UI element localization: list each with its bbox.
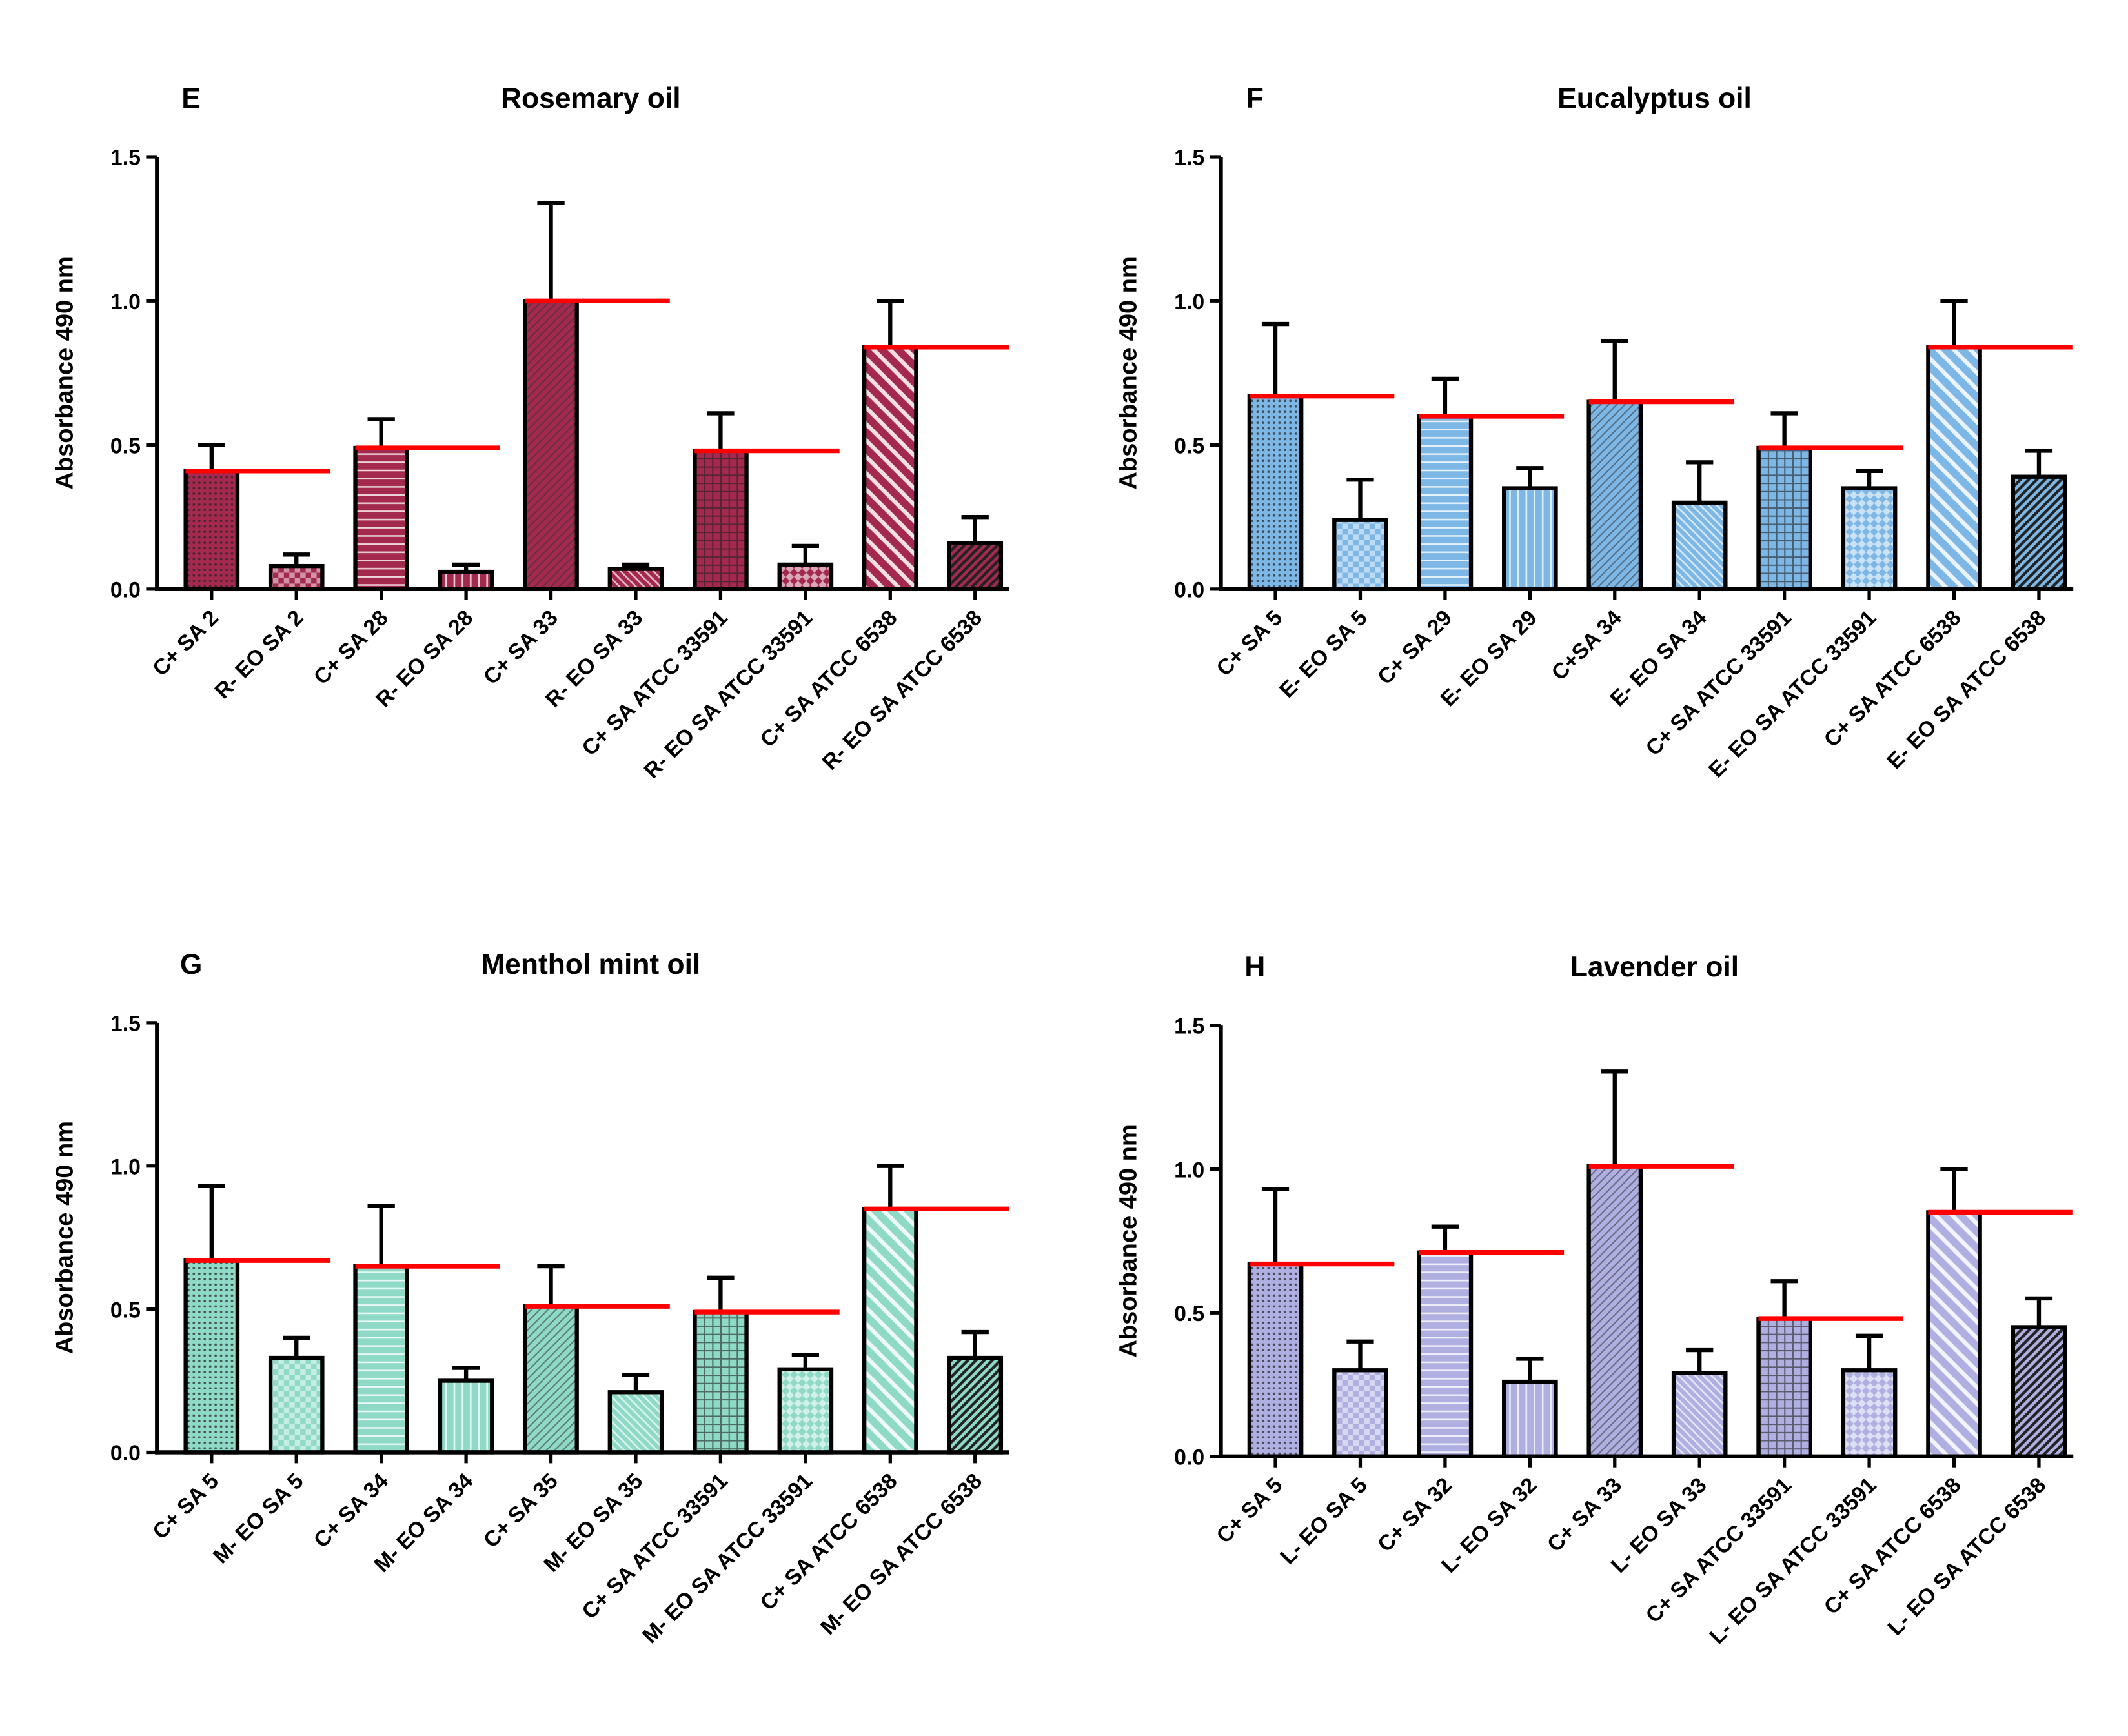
bar (1247, 394, 1304, 592)
bar (1417, 1250, 1474, 1458)
bar (862, 1207, 918, 1455)
bar (523, 299, 579, 592)
bar (1332, 1368, 1388, 1458)
x-tick-label: E- EO SA ATCC 33591 (1704, 605, 1881, 782)
y-tick-label: 1.5 (110, 1012, 141, 1036)
y-tick-label: 0.5 (110, 1298, 141, 1322)
y-tick-label: 1.0 (110, 1155, 141, 1179)
y-tick-label: 1.0 (1174, 290, 1204, 314)
bar (183, 1258, 240, 1455)
bar (1841, 486, 1898, 592)
bar (1926, 1210, 1982, 1458)
bar (1332, 518, 1388, 592)
bar (183, 469, 240, 592)
x-tick-label: C+ SA 34 (309, 1469, 393, 1553)
bar (1926, 345, 1982, 592)
x-tick-label: C+ SA ATCC 33591 (577, 605, 732, 760)
bar (1502, 1379, 1558, 1458)
panel-label: G (180, 949, 203, 980)
x-tick-label: C+ SA ATCC 33591 (1641, 1473, 1796, 1628)
x-tick-label: L- EO SA ATCC 33591 (1705, 1473, 1881, 1649)
bar (862, 345, 918, 592)
x-tick-label: C+ SA 5 (1211, 605, 1287, 681)
y-tick-label: 0.5 (110, 434, 141, 458)
chart-title: Eucalyptus oil (1557, 83, 1752, 114)
y-axis-label: Absorbance 490 nm (51, 256, 78, 489)
x-tick-label: C+ SA 2 (148, 605, 223, 681)
x-tick-label: M- EO SA ATCC 33591 (638, 1469, 817, 1648)
y-tick-label: 0.5 (1174, 434, 1204, 458)
bar (1502, 486, 1558, 592)
bar (353, 1264, 409, 1455)
bar (693, 449, 749, 592)
x-tick-label: C+ SA 5 (148, 1469, 223, 1544)
bar (1417, 414, 1474, 592)
bar (1841, 1368, 1898, 1458)
bar (1671, 1371, 1728, 1458)
x-tick-label: C+ SA 33 (479, 605, 563, 689)
y-tick-label: 1.0 (110, 290, 141, 314)
bar (607, 1390, 664, 1455)
bar (2011, 1325, 2067, 1458)
bar (693, 1309, 749, 1455)
bar (947, 541, 1004, 592)
y-tick-label: 0.0 (1174, 1445, 1204, 1469)
y-tick-label: 0.0 (110, 1441, 141, 1466)
bar (1756, 1316, 1812, 1458)
y-axis-label: Absorbance 490 nm (51, 1121, 78, 1354)
y-tick-label: 1.5 (1174, 1014, 1204, 1039)
bar (1247, 1262, 1304, 1458)
y-axis-label: Absorbance 490 nm (1115, 256, 1142, 489)
x-tick-label: C+ SA 32 (1373, 1473, 1457, 1557)
panel-label: E (181, 83, 201, 114)
bar (438, 569, 494, 592)
x-tick-label: C+ SA 35 (479, 1469, 563, 1553)
bar (1586, 399, 1643, 592)
x-tick-label: M- EO SA ATCC 6538 (816, 1469, 987, 1640)
chart-title: Lavender oil (1570, 951, 1739, 983)
x-tick-label: C+ SA ATCC 33591 (577, 1469, 732, 1624)
x-tick-label: C+ SA 28 (309, 605, 393, 689)
bar (1756, 445, 1812, 592)
x-tick-label: R- EO SA ATCC 6538 (818, 605, 987, 774)
bar (268, 1355, 325, 1455)
x-tick-label: C+ SA 5 (1211, 1473, 1287, 1548)
bar (607, 567, 664, 592)
y-tick-label: 0.5 (1174, 1302, 1204, 1326)
bar (1586, 1164, 1643, 1458)
x-tick-label: C+SA 34 (1546, 605, 1626, 685)
bar (777, 1367, 834, 1455)
y-axis-label: Absorbance 490 nm (1115, 1124, 1142, 1357)
y-tick-label: 1.5 (1174, 146, 1204, 170)
chart-title: Menthol mint oil (481, 949, 700, 980)
bar (2011, 474, 2067, 592)
x-tick-label: C+ SA ATCC 33591 (1641, 605, 1796, 760)
panel-label: F (1246, 83, 1264, 114)
x-tick-label: R- EO SA ATCC 33591 (640, 605, 818, 783)
x-tick-label: C+ SA 33 (1543, 1473, 1626, 1557)
bar (438, 1378, 494, 1455)
x-tick-label: M- EO SA 5 (208, 1469, 309, 1569)
y-tick-label: 1.0 (1174, 1158, 1204, 1182)
y-tick-label: 1.5 (110, 146, 141, 170)
y-tick-label: 0.0 (1174, 578, 1204, 603)
x-tick-label: E- EO SA 5 (1275, 605, 1372, 703)
x-tick-label: R- EO SA 2 (210, 605, 308, 703)
y-tick-label: 0.0 (110, 578, 141, 603)
bar (523, 1304, 579, 1455)
bar (777, 562, 834, 592)
bar (353, 445, 409, 592)
bar (947, 1355, 1004, 1455)
panel-label: H (1244, 951, 1265, 983)
bar (1671, 500, 1728, 592)
x-tick-label: L- EO SA 5 (1275, 1473, 1372, 1569)
x-tick-label: C+ SA 29 (1373, 605, 1457, 689)
x-tick-label: E- EO SA ATCC 6538 (1882, 605, 2051, 774)
chart-title: Rosemary oil (501, 83, 681, 114)
bar (268, 563, 325, 592)
x-tick-label: L- EO SA ATCC 6538 (1883, 1473, 2051, 1640)
